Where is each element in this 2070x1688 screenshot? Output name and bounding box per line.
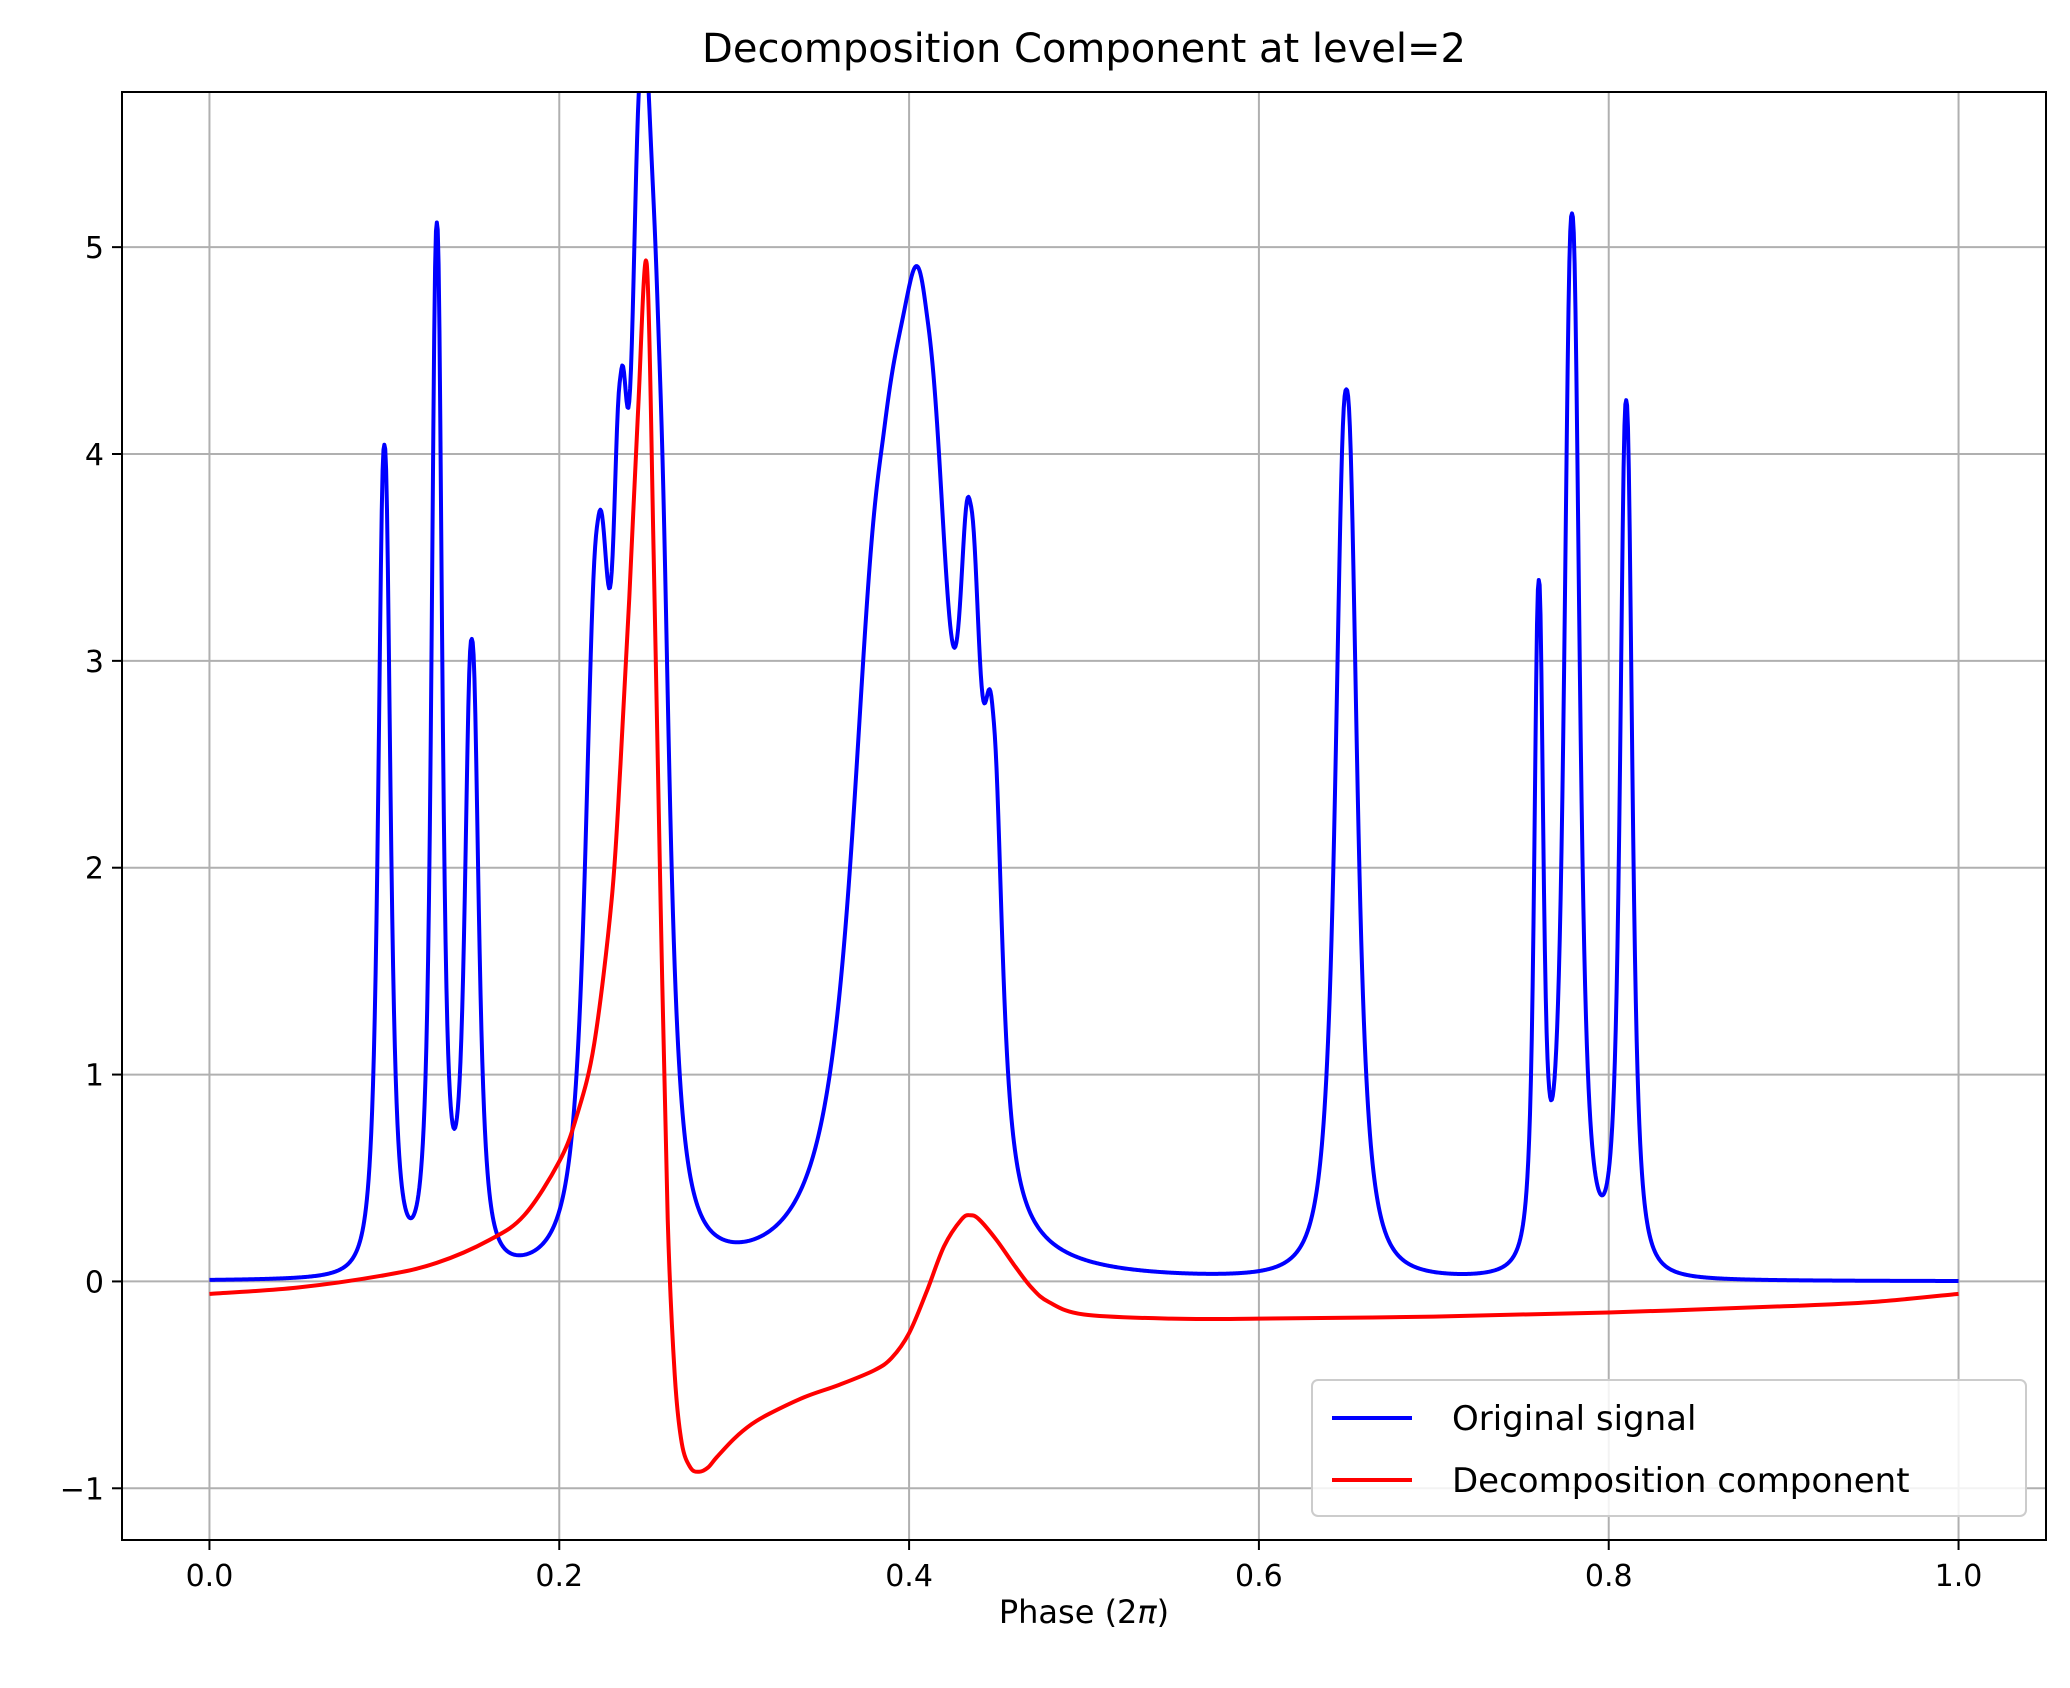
y-tick-label: 2 xyxy=(85,852,104,887)
x-axis-title-suffix: ) xyxy=(1157,1593,1169,1631)
y-tick-label: 5 xyxy=(85,231,104,266)
y-tick-label: 3 xyxy=(85,645,104,680)
x-tick-label: 0.4 xyxy=(885,1559,933,1594)
ticks: 0.0 0.2 0.4 0.6 0.8 1.0 −1 0 1 2 3 4 5 xyxy=(60,231,1983,1594)
legend-label-original: Original signal xyxy=(1452,1399,1696,1439)
series-layer xyxy=(208,92,1960,1474)
series-line-original-signal xyxy=(208,92,1960,1283)
y-tick-label: −1 xyxy=(60,1472,104,1507)
grid xyxy=(122,92,2046,1540)
chart-title: Decomposition Component at level=2 xyxy=(702,26,1466,72)
y-tick-label: 0 xyxy=(85,1265,104,1300)
x-tick-label: 0.8 xyxy=(1585,1559,1633,1594)
x-tick-label: 1.0 xyxy=(1935,1559,1983,1594)
x-axis-title-prefix: Phase (2 xyxy=(999,1593,1138,1631)
y-tick-label: 1 xyxy=(85,1059,104,1094)
legend: Original signal Decomposition component xyxy=(1311,1379,2027,1517)
y-tick-label: 4 xyxy=(85,438,104,473)
x-axis-title: Phase (2π) xyxy=(999,1593,1169,1631)
x-axis-title-symbol: π xyxy=(1137,1593,1157,1631)
legend-box xyxy=(1311,1379,2027,1517)
series-line-decomposition-component xyxy=(209,258,1959,1474)
x-tick-label: 0.6 xyxy=(1235,1559,1283,1594)
plot-frame xyxy=(121,91,2047,1541)
x-tick-label: 0.2 xyxy=(535,1559,583,1594)
x-tick-label: 0.0 xyxy=(186,1559,234,1594)
legend-label-decomposition: Decomposition component xyxy=(1452,1461,1910,1501)
